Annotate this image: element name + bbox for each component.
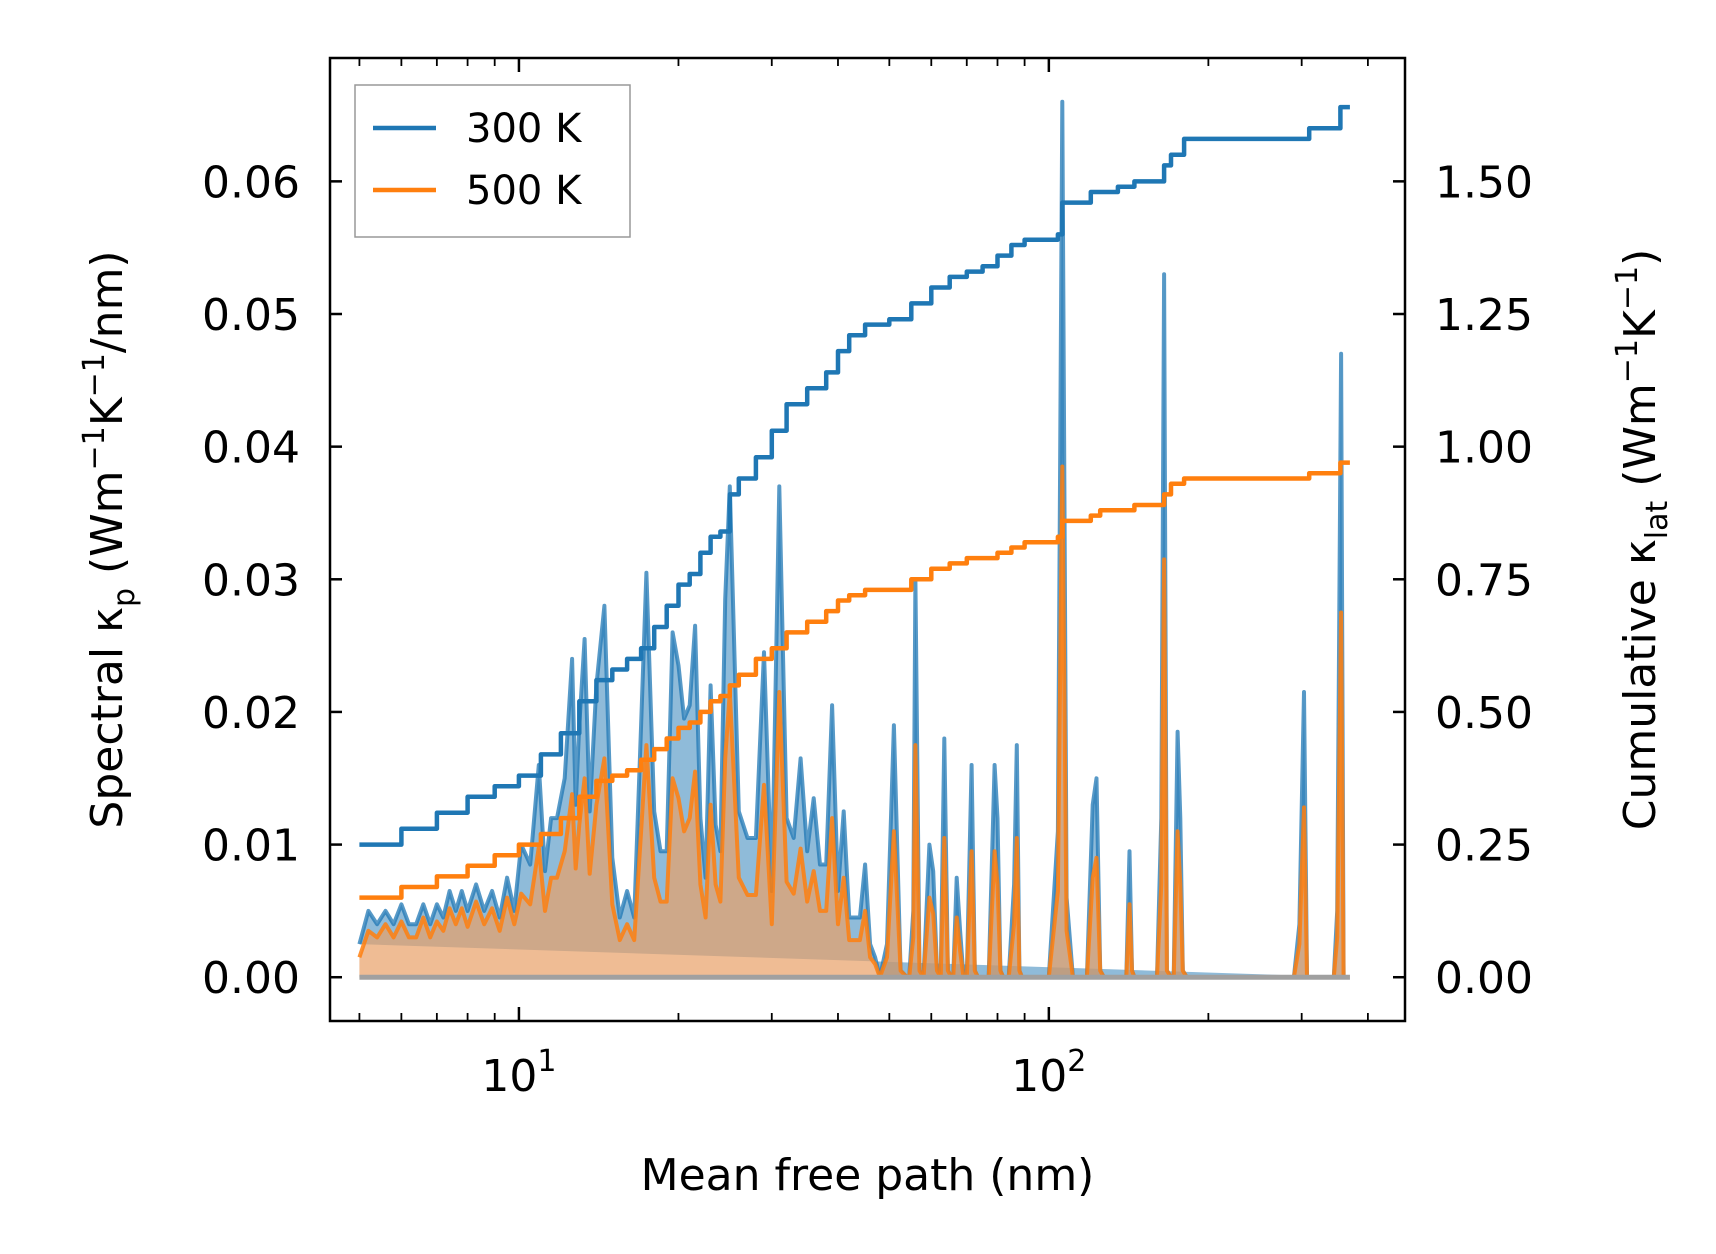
spectral-500k-fill-1 <box>879 831 907 978</box>
y-right-tick-label-3: 0.75 <box>1435 555 1533 606</box>
spectral-500k-line-1 <box>878 829 909 979</box>
spectral-500k-line-13 <box>1171 829 1189 979</box>
y-right-tick-label-4: 1.00 <box>1435 423 1533 474</box>
y-right-tick-label-6: 1.50 <box>1435 157 1533 208</box>
spectral-500k-line-7 <box>986 849 1006 978</box>
plot-frame <box>328 56 1407 1023</box>
y-right-tick-label-0: 0.00 <box>1435 953 1533 1004</box>
y-left-tick-label-4: 0.04 <box>202 423 300 474</box>
spectral-500k-line-12 <box>1155 557 1173 979</box>
cumulative-500k-line <box>359 460 1350 900</box>
x-axis-title: Mean free path (nm) <box>641 1150 1095 1201</box>
y-left-tick-label-0: 0.00 <box>202 953 300 1004</box>
axis-labels: Mean free path (nm) Spectral κp (Wm−1K−1/… <box>77 249 1675 1201</box>
y-left-tick-label-6: 0.06 <box>202 157 300 208</box>
y-right-tick-label-1: 0.25 <box>1435 821 1533 872</box>
legend-label-1: 500 K <box>466 168 583 214</box>
spectral-500k-fill-3 <box>923 897 941 978</box>
spectral-300k-line-10 <box>1046 99 1075 978</box>
y-left-tick-label-5: 0.05 <box>202 290 300 341</box>
legend: 300 K 500 K <box>354 84 631 238</box>
spectral-500k-line-0 <box>357 690 882 978</box>
spectral-500k-line-2 <box>907 743 926 979</box>
spectral-500k-line-9 <box>1046 464 1075 978</box>
x-tick-label-0: 101 <box>481 1044 556 1102</box>
y-right-axis-title: Cumulative κlat (Wm−1K−1) <box>1610 249 1675 831</box>
y-left-tick-label-1: 0.01 <box>202 821 300 872</box>
legend-box <box>354 84 631 238</box>
spectral-500k-fill-10 <box>1086 857 1104 978</box>
y-right-tick-label-5: 1.25 <box>1435 290 1533 341</box>
series-lines <box>359 104 1350 900</box>
spectral-500k-line-3 <box>921 895 943 979</box>
spectral-500k-line-8 <box>1006 836 1024 978</box>
spectral-500k-fill-7 <box>988 851 1004 978</box>
legend-label-0: 300 K <box>466 106 583 152</box>
axes: 0.00 0.01 0.02 0.03 0.04 0.05 0.06 0.00 0.25 0.50… <box>202 56 1533 1102</box>
x-tick-label-1: 102 <box>1011 1044 1086 1102</box>
cumulative-300k-line <box>359 104 1350 847</box>
spectral-500k-line-10 <box>1084 855 1106 979</box>
spectral-fills <box>357 99 1350 980</box>
spectral-500k-fill-0 <box>359 692 880 978</box>
y-left-axis-title: Spectral κp (Wm−1K−1/nm) <box>77 250 142 828</box>
y-right-tick-label-2: 0.50 <box>1435 688 1533 739</box>
y-left-tick-label-3: 0.03 <box>202 555 300 606</box>
y-left-tick-label-2: 0.02 <box>202 688 300 739</box>
